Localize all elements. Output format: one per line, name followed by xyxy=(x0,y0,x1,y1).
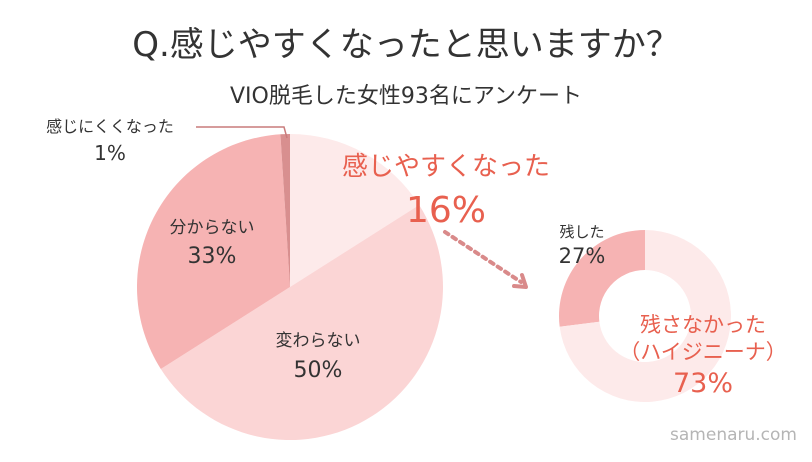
main-pie-slice-2 xyxy=(137,134,290,369)
main-pie-name-label-0: 感じやすくなった xyxy=(342,152,550,182)
main-pie-name-label-2: 分からない xyxy=(170,218,255,238)
main-pie-slice-3 xyxy=(280,134,290,287)
donut-name-label-1: 残さなかった xyxy=(640,313,766,337)
donut-slice-0 xyxy=(559,230,645,327)
leader-line xyxy=(196,126,288,139)
main-pie-name-label-1: 変わらない xyxy=(276,331,361,351)
main-pie-value-label-1: 50% xyxy=(294,358,343,383)
donut-value-label-0: 27% xyxy=(559,244,606,268)
donut-name-label-0: 残した xyxy=(559,223,604,241)
main-pie-slice-0 xyxy=(290,134,420,287)
donut-labels: 残した 27% 残さなかった （ハイジニーナ） 73% xyxy=(559,223,787,399)
breakdown-arrow xyxy=(443,230,528,289)
main-pie-value-label-2: 33% xyxy=(188,244,237,269)
chart-title: Q.感じやすくなったと思いますか？ xyxy=(132,25,680,65)
donut-value-label-1: 73% xyxy=(673,368,733,399)
main-pie-slice-1 xyxy=(160,205,444,440)
donut-chart xyxy=(559,230,731,403)
main-pie xyxy=(137,134,444,440)
main-pie-value-label-0: 16% xyxy=(406,190,486,231)
donut-name-label-1-sub: （ハイジニーナ） xyxy=(619,340,787,364)
main-pie-name-label-3: 感じにくくなった xyxy=(46,117,174,136)
watermark: samenaru.com xyxy=(670,425,797,445)
main-pie-value-label-3: 1% xyxy=(94,141,126,165)
chart-subtitle: VIO脱毛した女性93名にアンケート xyxy=(230,84,582,109)
donut-slice-1 xyxy=(559,230,731,403)
main-pie-labels: 感じやすくなった 16% 変わらない 50% 分からない 33% 感じにくくなった 1% xyxy=(46,117,550,383)
